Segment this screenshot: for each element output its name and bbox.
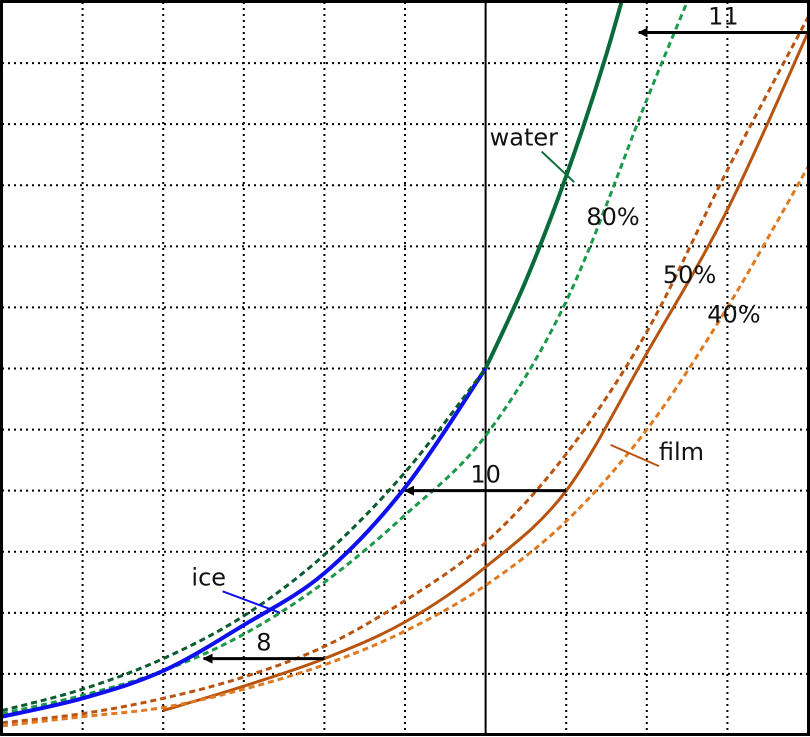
- annotation-pointer-film: [610, 443, 660, 468]
- annotation-40pct: 40%: [707, 301, 760, 329]
- annotation-50pct: 50%: [663, 261, 716, 289]
- series-50pct-line: [1, 16, 810, 725]
- series-40pct-line: [1, 166, 810, 728]
- annotation-80pct: 80%: [586, 203, 639, 231]
- series-ice-dashed-line: [1, 367, 487, 713]
- series-80pct-line: [1, 1, 689, 716]
- annotation-film: film: [659, 438, 704, 466]
- arrow-label-11: 11: [708, 3, 739, 31]
- annotation-water: water: [490, 124, 559, 152]
- annotation-pointer-water: [540, 150, 575, 183]
- series-water-line: [483, 0, 625, 370]
- annotation-ice: ice: [191, 563, 226, 591]
- arrows-layer: 11 10 8: [202, 3, 808, 664]
- arrow-label-8: 8: [256, 629, 271, 657]
- annotation-pointer-ice: [222, 590, 281, 614]
- series-film-line: [162, 31, 810, 713]
- annotations-layer: water 80% 50% 40% film ice: [191, 124, 761, 614]
- series-ice-line: [1, 367, 488, 719]
- arrow-label-10: 10: [470, 461, 501, 489]
